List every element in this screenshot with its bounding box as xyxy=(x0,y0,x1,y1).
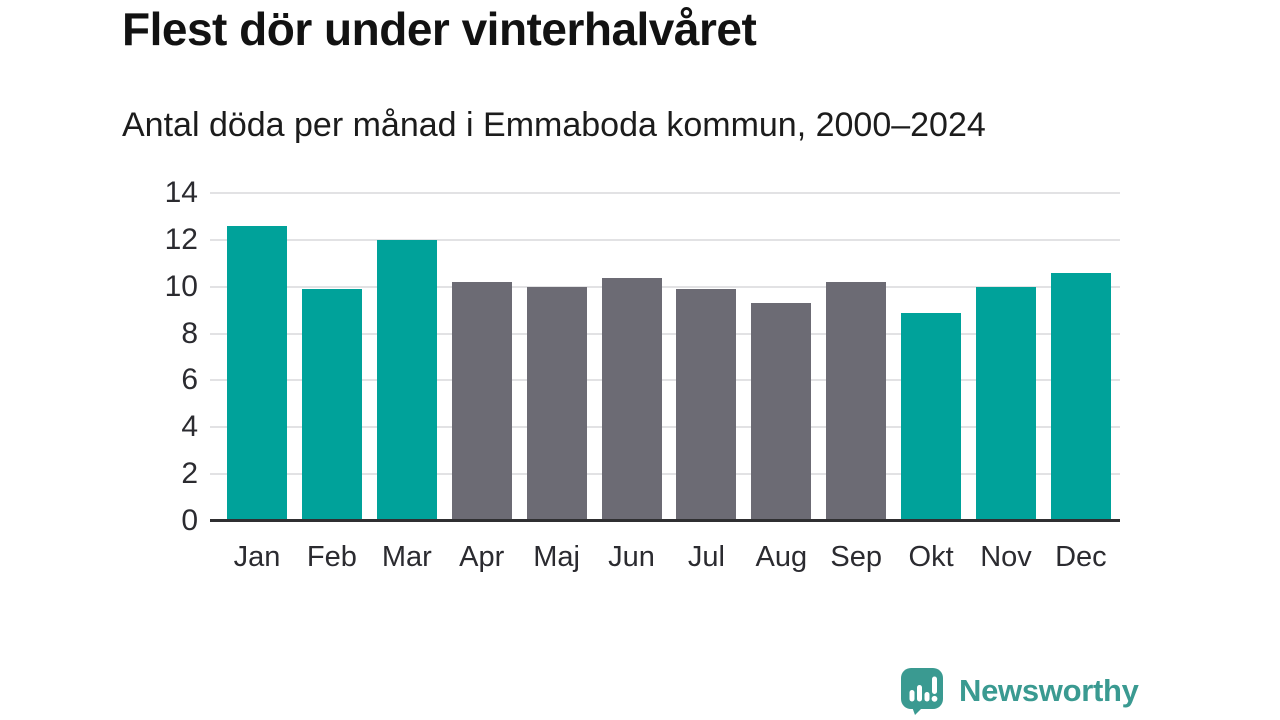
bar-jun xyxy=(601,277,662,519)
gridline-10 xyxy=(210,285,1120,288)
x-tick-label-feb: Feb xyxy=(306,541,357,573)
x-tick-label-jun: Jun xyxy=(608,541,655,573)
y-tick-label-4: 4 xyxy=(181,410,198,444)
x-tick-label-jan: Jan xyxy=(233,541,281,573)
bar-sep xyxy=(826,282,887,519)
bar-okt xyxy=(901,312,962,519)
logo-bar-shortest-icon xyxy=(924,692,930,702)
x-tick-label-apr: Apr xyxy=(459,541,505,573)
y-tick-label-0: 0 xyxy=(181,504,198,537)
x-tick-label-sep: Sep xyxy=(830,541,882,573)
x-tick-label-jul: Jul xyxy=(687,541,725,573)
logo-bar-short-icon xyxy=(909,690,915,702)
plot-area xyxy=(210,192,1120,522)
y-tick-label-10: 10 xyxy=(164,269,198,303)
gridline-2 xyxy=(210,473,1120,476)
chart-subtitle: Antal döda per månad i Emmaboda kommun, … xyxy=(122,106,986,144)
y-tick-label-8: 8 xyxy=(181,316,198,350)
brand-footer: Newsworthy xyxy=(898,667,1139,715)
x-axis: Jan Feb Mar Apr Maj Jun Jul Aug Sep Okt Nov Dec xyxy=(210,538,1120,580)
bar-apr xyxy=(451,282,512,519)
y-tick-label-14: 14 xyxy=(164,176,198,209)
bar-dec xyxy=(1050,273,1111,519)
gridline-6 xyxy=(210,379,1120,382)
gridline-4 xyxy=(210,426,1120,429)
x-tick-label-aug: Aug xyxy=(755,541,808,573)
logo-exclamation-dot-icon xyxy=(931,695,938,702)
bar-jul xyxy=(676,289,737,519)
gridline-8 xyxy=(210,332,1120,335)
x-tick-label-nov: Nov xyxy=(980,541,1032,573)
x-axis-line xyxy=(210,519,1120,522)
gridline-14 xyxy=(210,192,1120,194)
x-tick-label-mar: Mar xyxy=(381,541,432,573)
y-tick-label-2: 2 xyxy=(181,457,198,491)
y-axis: 0 2 4 6 8 10 12 14 xyxy=(0,176,198,537)
brand-name: Newsworthy xyxy=(959,673,1139,708)
bar-nov xyxy=(976,287,1036,519)
x-tick-label-okt: Okt xyxy=(908,541,954,573)
newsworthy-logo-icon xyxy=(901,668,943,715)
bar-jan xyxy=(227,226,287,519)
chart-title: Flest dör under vinterhalvåret xyxy=(122,3,757,55)
bar-maj xyxy=(526,287,587,519)
x-tick-label-dec: Dec xyxy=(1055,541,1107,573)
x-tick-label-maj: Maj xyxy=(533,541,580,573)
logo-bar-tall-icon xyxy=(917,685,922,702)
bar-feb xyxy=(301,289,362,519)
bar-aug xyxy=(751,303,812,519)
gridline-12 xyxy=(210,238,1120,241)
bar-mar xyxy=(376,240,437,519)
y-tick-label-12: 12 xyxy=(164,222,198,256)
y-tick-label-6: 6 xyxy=(181,363,198,397)
logo-exclamation-stem-icon xyxy=(932,676,937,694)
